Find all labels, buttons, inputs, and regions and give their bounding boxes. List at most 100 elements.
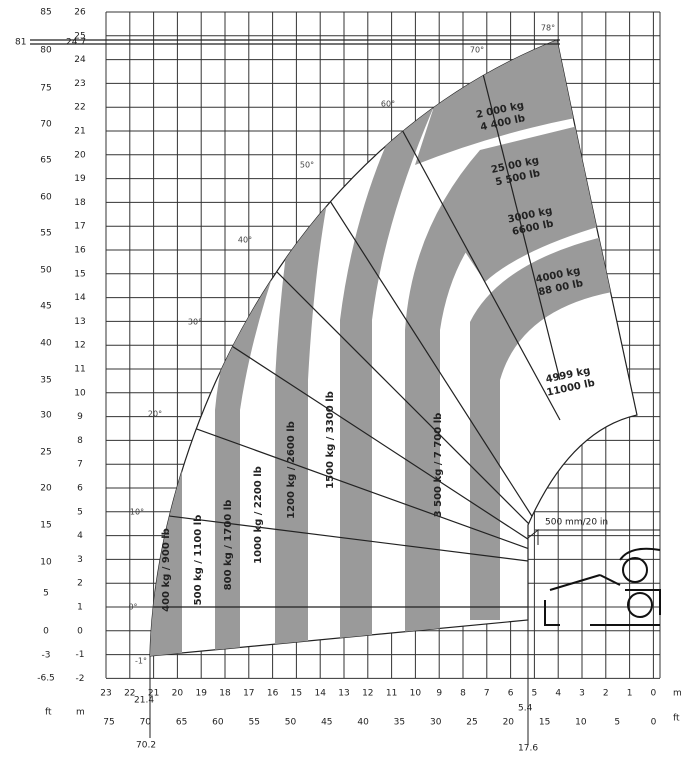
x-m-label: 16 xyxy=(267,689,279,699)
x-m-label: 5 xyxy=(532,689,538,699)
y-m-label: 4 xyxy=(77,531,83,541)
y-m-label: 17 xyxy=(74,222,85,232)
x-m-label: 11 xyxy=(386,689,397,699)
y-m-label: 7 xyxy=(77,460,83,470)
angle-label: 50° xyxy=(300,161,314,170)
y-m-label: 8 xyxy=(77,436,83,446)
stabilizer-note: 500 mm/20 in xyxy=(545,518,608,528)
y-m-label: 13 xyxy=(74,317,85,327)
y-m-label: 19 xyxy=(74,174,86,184)
y-m-label: 16 xyxy=(74,246,86,256)
x-ft-label: 0 xyxy=(651,718,657,728)
x-ft-label: 65 xyxy=(176,718,187,728)
x-ft-label: 5 xyxy=(614,718,620,728)
x-m-label: 20 xyxy=(172,689,184,699)
angle-label: -1° xyxy=(135,657,147,666)
y-ft-label: 55 xyxy=(40,229,51,239)
vehicle xyxy=(544,547,661,626)
y-m-label: 3 xyxy=(77,555,83,565)
x-ft-label: 55 xyxy=(248,718,259,728)
pivot-m: 5.4 xyxy=(518,704,533,714)
y-ft-label: 60 xyxy=(40,193,52,203)
load-label: 1500 kg / 3300 lb xyxy=(325,391,336,489)
y-ft-label: -3 xyxy=(42,651,51,661)
reach-m: 21.4 xyxy=(134,696,154,706)
y-ft-label: 30 xyxy=(40,411,52,421)
x-m-label: 2 xyxy=(603,689,609,699)
y-m-label: 25 xyxy=(74,31,85,41)
load-label: 500 kg / 1100 lb xyxy=(193,515,204,606)
x-m-label: 21 xyxy=(148,689,159,699)
unit-ft: ft xyxy=(673,714,680,724)
reach-ft: 70.2 xyxy=(136,741,156,751)
max-ft: 81 xyxy=(15,38,26,48)
x-m-label: 7 xyxy=(484,689,490,699)
y-ft-label: 50 xyxy=(40,266,52,276)
y-ft-label: 80 xyxy=(40,46,52,56)
angle-label: 78° xyxy=(541,24,555,33)
angle-label: 70° xyxy=(470,46,484,55)
y-m-label: 26 xyxy=(74,8,86,18)
unit-m: m xyxy=(76,708,85,718)
x-m-label: 1 xyxy=(627,689,633,699)
y-m-label: 10 xyxy=(74,388,86,398)
x-m-label: 10 xyxy=(410,689,422,699)
x-m-label: 8 xyxy=(460,689,466,699)
y-m-label: 23 xyxy=(74,79,85,89)
pivot-ft: 17.6 xyxy=(518,744,538,754)
x-ft-label: 50 xyxy=(285,718,297,728)
load-label: 1000 kg / 2200 lb xyxy=(253,466,264,564)
x-m-label: 14 xyxy=(314,689,326,699)
x-m-label: 13 xyxy=(338,689,349,699)
x-ft-label: 10 xyxy=(575,718,587,728)
y-m-label: 21 xyxy=(74,127,85,137)
x-m-label: 22 xyxy=(124,689,135,699)
y-ft-label: 20 xyxy=(40,484,52,494)
y-ft-label: 45 xyxy=(40,302,51,312)
angle-label: 10° xyxy=(130,508,144,517)
y-m-label: 18 xyxy=(74,198,86,208)
load-label: 800 kg / 1700 lb xyxy=(223,500,234,591)
x-m-label: 3 xyxy=(579,689,585,699)
x-m-label: 17 xyxy=(243,689,254,699)
y-m-label: -2 xyxy=(76,674,85,684)
x-ft-label: 35 xyxy=(394,718,405,728)
x-m-label: 4 xyxy=(555,689,561,699)
y-ft-label: 85 xyxy=(40,8,51,18)
y-m-label: 24 xyxy=(74,55,86,65)
y-ft-label: -6.5 xyxy=(37,674,55,684)
y-ft-label: 70 xyxy=(40,120,52,130)
load-label: 400 kg / 900 lb xyxy=(161,528,172,612)
x-m-label: 12 xyxy=(362,689,373,699)
x-m-label: 9 xyxy=(436,689,442,699)
x-ft-label: 25 xyxy=(466,718,477,728)
x-m-label: 6 xyxy=(508,689,514,699)
y-m-label: 0 xyxy=(77,626,83,636)
x-ft-label: 70 xyxy=(140,718,152,728)
y-m-label: 9 xyxy=(77,412,83,422)
angle-label: 30° xyxy=(188,318,202,327)
y-ft-label: 40 xyxy=(40,339,52,349)
x-m-label: 19 xyxy=(195,689,207,699)
y-ft-label: 25 xyxy=(40,448,51,458)
y-m-label: -1 xyxy=(76,650,85,660)
x-ft-label: 20 xyxy=(503,718,515,728)
x-ft-label: 15 xyxy=(539,718,550,728)
y-m-label: 5 xyxy=(77,507,83,517)
x-m-label: 0 xyxy=(651,689,657,699)
x-ft-label: 75 xyxy=(103,718,114,728)
bracket xyxy=(527,528,660,545)
y-m-label: 20 xyxy=(74,150,86,160)
y-m-label: 2 xyxy=(77,579,83,589)
x-ft-label: 30 xyxy=(430,718,442,728)
load-label: 3 500 kg / 7 700 lb xyxy=(433,413,444,518)
unit-ft: ft xyxy=(45,708,52,718)
y-ft-label: 5 xyxy=(43,589,49,599)
y-m-label: 6 xyxy=(77,484,83,494)
y-ft-label: 10 xyxy=(40,558,52,568)
y-ft-label: 0 xyxy=(43,627,49,637)
angle-label: 40° xyxy=(238,236,252,245)
y-m-label: 1 xyxy=(77,603,83,613)
max-m: 24.7 xyxy=(66,38,86,48)
